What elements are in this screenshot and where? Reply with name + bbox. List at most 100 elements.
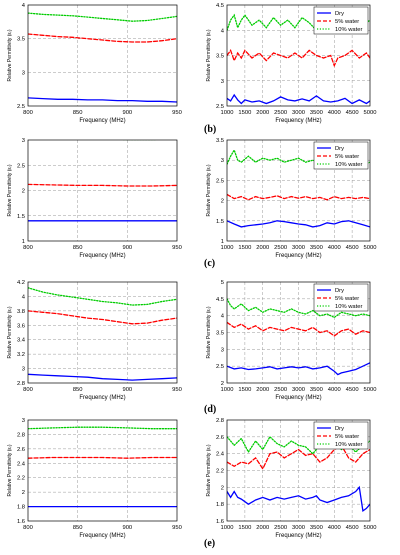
- y-tick-label: 2.4: [216, 452, 225, 458]
- y-tick-label: 1.6: [17, 519, 25, 525]
- x-axis-label: Frequency (MHz): [275, 533, 321, 539]
- axes-frame: [226, 4, 371, 107]
- legend-label: Dry: [335, 426, 344, 432]
- x-axis-label: Frequency (MHz): [275, 253, 321, 259]
- y-tick-label: 1.6: [216, 519, 224, 525]
- series-line-dry: [227, 220, 370, 228]
- x-tick-label: 5000: [364, 110, 377, 116]
- chart-panel-8: 1000 1500 2000 2500 3000 3500 4000 4500 5000 1.6 1…: [206, 418, 376, 539]
- x-tick-label: 950: [172, 387, 182, 393]
- axes-frame: [27, 139, 178, 242]
- series-line-dry: [227, 93, 370, 105]
- axes-frame: [226, 419, 371, 522]
- y-tick-label: 3.5: [216, 331, 224, 337]
- x-tick-label: 1500: [238, 245, 251, 251]
- x-tick-label: 850: [73, 245, 83, 251]
- x-tick-label: 2500: [274, 387, 287, 393]
- axes-frame: [226, 139, 371, 242]
- y-axis-label: Relative Permittivity (εᵣ): [206, 306, 212, 358]
- series-line-10-water: [227, 298, 370, 319]
- x-tick-label: 4000: [328, 245, 341, 251]
- x-tick-label: 950: [172, 525, 182, 531]
- x-tick-label: 3500: [310, 387, 323, 393]
- x-tick-label: 900: [122, 110, 132, 116]
- y-axis-label: Relative Permittivity (εᵣ): [206, 164, 212, 216]
- y-axis-label: Relative Permittivity (εᵣ): [206, 29, 212, 81]
- y-tick-label: 2.8: [17, 432, 25, 438]
- x-axis-label: Frequency (MHz): [79, 533, 125, 539]
- x-tick-label: 950: [172, 245, 182, 251]
- x-tick-label: 900: [122, 525, 132, 531]
- legend-label: 5% water: [335, 19, 359, 25]
- x-tick-label: 5000: [364, 245, 377, 251]
- y-tick-label: 3: [221, 79, 224, 85]
- x-tick-label: 4000: [328, 110, 341, 116]
- x-tick-label: 2500: [274, 525, 287, 531]
- y-tick-label: 1: [221, 239, 224, 245]
- x-tick-label: 950: [172, 110, 182, 116]
- y-tick-label: 1.8: [17, 505, 25, 511]
- x-tick-label: 1500: [238, 525, 251, 531]
- plot-area: [28, 282, 177, 383]
- series-line-5-water: [28, 456, 177, 459]
- x-tick-label: 850: [73, 525, 83, 531]
- series-line-dry: [28, 373, 177, 381]
- series-line-10-water: [227, 434, 370, 455]
- y-tick-label: 2.4: [17, 461, 26, 467]
- y-tick-label: 2.5: [17, 104, 25, 110]
- chart-panel-1: 800 850 900 950 2.5 3 3.5 4 Frequency (MHz) Relat…: [7, 3, 182, 124]
- legend-label: Dry: [335, 288, 344, 294]
- y-tick-label: 3.8: [17, 309, 25, 315]
- axes-frame: [27, 4, 178, 107]
- y-tick-label: 3.4: [17, 338, 26, 344]
- y-axis-label: Relative Permittivity (εᵣ): [7, 444, 13, 496]
- x-tick-label: 3500: [310, 525, 323, 531]
- series-line-5-water: [227, 444, 370, 471]
- x-tick-label: 3500: [310, 245, 323, 251]
- y-tick-label: 3.2: [17, 352, 25, 358]
- y-tick-label: 1.8: [216, 502, 224, 508]
- x-tick-label: 5000: [364, 387, 377, 393]
- y-tick-label: 2.5: [216, 104, 224, 110]
- series-line-5-water: [227, 48, 370, 68]
- y-tick-label: 2.6: [17, 447, 25, 453]
- legend-label: 5% water: [335, 154, 359, 160]
- plot-area: [28, 5, 177, 106]
- series-line-5-water: [28, 183, 177, 187]
- y-tick-label: 4: [221, 28, 225, 34]
- series-line-10-water: [28, 287, 177, 306]
- x-tick-label: 1000: [221, 387, 234, 393]
- y-tick-label: 2: [22, 490, 25, 496]
- y-tick-label: 4.2: [17, 280, 25, 286]
- legend-label: 5% water: [335, 434, 359, 440]
- y-tick-label: 2.8: [17, 381, 25, 387]
- x-tick-label: 1000: [221, 245, 234, 251]
- panel-label-c: (c): [204, 258, 216, 269]
- legend-label: 10% water: [335, 442, 362, 448]
- plot-area: [28, 140, 177, 241]
- axes-frame: [27, 419, 178, 522]
- legend-label: 10% water: [335, 27, 362, 33]
- y-tick-label: 2: [221, 199, 224, 205]
- chart-panel-4: 1000 1500 2000 2500 3000 3500 4000 4500 5000 1 1.5…: [206, 138, 376, 259]
- x-tick-label: 4500: [346, 387, 359, 393]
- x-tick-label: 3000: [292, 110, 305, 116]
- x-axis-label: Frequency (MHz): [275, 118, 321, 124]
- y-tick-label: 1: [22, 239, 25, 245]
- panel-label-b: (b): [204, 124, 217, 135]
- panel-label-e: (e): [204, 538, 216, 549]
- x-tick-label: 1000: [221, 110, 234, 116]
- y-tick-label: 2: [22, 189, 25, 195]
- y-tick-label: 2.5: [216, 364, 224, 370]
- y-tick-label: 3: [221, 347, 224, 353]
- x-tick-label: 850: [73, 110, 83, 116]
- x-tick-label: 4500: [346, 245, 359, 251]
- y-tick-label: 2.8: [216, 418, 224, 424]
- y-axis-label: Relative Permittivity (εᵣ): [7, 306, 13, 358]
- series-line-dry: [227, 485, 370, 513]
- x-tick-label: 2000: [256, 110, 269, 116]
- x-axis-label: Frequency (MHz): [79, 118, 125, 124]
- y-tick-label: 2.2: [216, 469, 224, 475]
